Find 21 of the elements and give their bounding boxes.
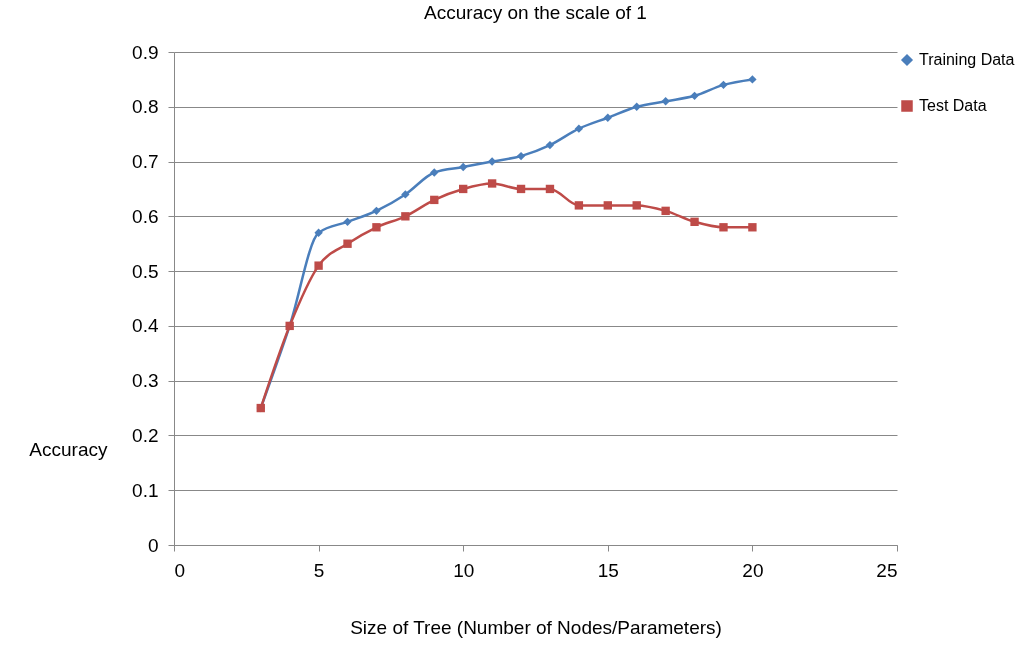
y-tick-label: 0.7 <box>132 151 159 173</box>
y-axis-title: Accuracy <box>29 438 108 460</box>
x-tick-label: 20 <box>742 559 764 581</box>
y-tick-label: 0.3 <box>132 370 159 392</box>
y-tick-label: 0.8 <box>132 96 159 118</box>
chart-title: Accuracy on the scale of 1 <box>424 2 647 23</box>
legend-label: Test Data <box>919 97 987 114</box>
x-tick-label: 25 <box>876 559 898 581</box>
y-tick-label: 0.4 <box>132 315 159 337</box>
y-tick-label: 0.1 <box>132 479 159 501</box>
x-tick-label: 15 <box>597 559 619 581</box>
y-tick-label: 0.6 <box>132 205 159 227</box>
y-tick-label: 0.2 <box>132 424 159 446</box>
x-tick-label: 0 <box>174 559 186 581</box>
y-tick-label: 0.5 <box>132 260 159 282</box>
x-tick-label: 5 <box>313 559 325 581</box>
y-tick-label: 0 <box>147 534 159 556</box>
x-axis-title: Size of Tree (Number of Nodes/Parameters) <box>350 616 722 638</box>
y-tick-label: 0.9 <box>132 41 159 63</box>
x-tick-label: 10 <box>453 559 475 581</box>
legend-label: Training Data <box>919 51 1015 68</box>
